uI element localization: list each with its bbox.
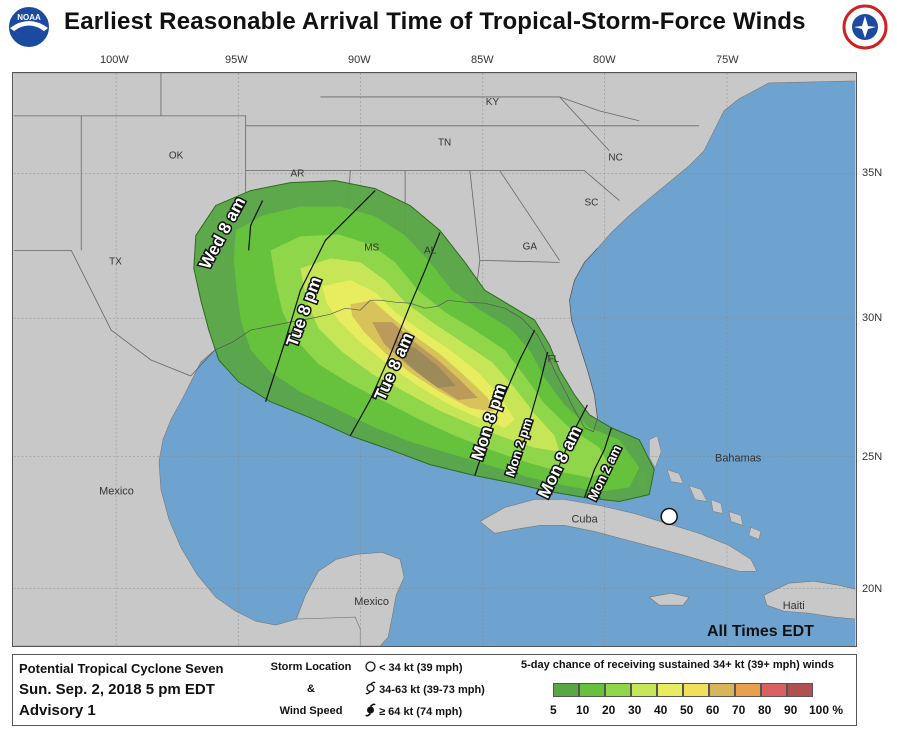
probability-tick: 90: [784, 703, 798, 717]
coastline: [190, 248, 598, 433]
probability-swatch: [657, 683, 683, 697]
land-jamaica: [648, 592, 690, 606]
lat-label: 25N: [862, 451, 883, 463]
isochrone-lines: [248, 190, 612, 498]
storm-name: Potential Tropical Cyclone Seven: [19, 661, 224, 676]
svg-text:NOAA: NOAA: [17, 13, 41, 22]
advisory-number: Advisory 1: [19, 702, 96, 719]
place-label: AR: [291, 169, 305, 180]
lat-label: 30N: [862, 312, 883, 324]
probability-swatch: [631, 683, 657, 697]
probability-swatch: [735, 683, 761, 697]
probability-swatch: [787, 683, 813, 697]
tropical-storm-icon: [365, 681, 376, 695]
storm-location-icon: [660, 507, 678, 526]
place-label: AL: [424, 245, 437, 256]
place-label: TX: [109, 256, 122, 267]
land-yucatan: [296, 552, 405, 646]
swath-70pct: [395, 340, 456, 388]
lon-label: 90W: [348, 54, 371, 66]
lon-label: 100W: [100, 54, 129, 66]
probability-caption: 5-day chance of receiving sustained 34+ …: [521, 659, 834, 671]
land-hispaniola: [763, 580, 856, 620]
place-label: Mexico: [354, 596, 389, 608]
probability-tick: 100 %: [809, 703, 844, 717]
probability-tick: 50: [680, 703, 694, 717]
lon-label: 80W: [593, 54, 616, 66]
place-label: Haiti: [783, 600, 805, 612]
footer-legend: Potential Tropical Cyclone Seven Sun. Se…: [12, 654, 857, 726]
probability-tick: 5: [550, 703, 557, 717]
probability-tick: 80: [758, 703, 772, 717]
place-label: Bahamas: [715, 453, 762, 465]
noaa-logo-icon: NOAA: [7, 5, 51, 49]
place-label: GA: [523, 241, 538, 252]
nws-logo-icon: [842, 4, 888, 50]
time-zone-note: All Times EDT: [707, 623, 814, 640]
header: NOAA Earliest Reasonable Arrival Time of…: [0, 0, 897, 52]
advisory-datetime: Sun. Sep. 2, 2018 5 pm EDT: [19, 681, 215, 698]
hurricane-icon: [365, 703, 376, 717]
legend-title: &: [307, 683, 315, 695]
probability-tick: 30: [628, 703, 642, 717]
probability-swatch: [579, 683, 605, 697]
probability-swatch: [605, 683, 631, 697]
probability-tick: 70: [732, 703, 746, 717]
place-label: KY: [486, 97, 500, 108]
probability-legend: 5-day chance of receiving sustained 34+ …: [521, 659, 851, 717]
legend-title: Wind Speed: [279, 705, 343, 717]
probability-tick: 60: [706, 703, 720, 717]
place-label: TN: [438, 138, 451, 149]
lat-label: 35N: [862, 167, 883, 179]
probability-swatch: [683, 683, 709, 697]
place-label: OK: [169, 151, 184, 162]
lat-label: 20N: [862, 583, 883, 595]
probability-swatch: [553, 683, 579, 697]
legend-row: 34-63 kt (39-73 mph): [379, 684, 485, 696]
place-label: NC: [608, 153, 622, 164]
place-label: SC: [584, 198, 598, 209]
probability-swath: [193, 180, 655, 503]
probability-swatch: [761, 683, 787, 697]
probability-tick: 10: [576, 703, 590, 717]
land-bahamas: [637, 435, 762, 540]
lon-label: 95W: [225, 54, 248, 66]
map: Wed 8 am Tue 8 pm Tue 8 am Mon 8 pm Mon …: [12, 72, 857, 647]
page-title: Earliest Reasonable Arrival Time of Trop…: [64, 8, 806, 35]
place-label: MS: [364, 242, 379, 253]
weak-storm-icon: [365, 661, 376, 672]
legend-row: < 34 kt (39 mph): [379, 662, 463, 674]
place-label: FL: [548, 354, 560, 365]
legend-row: ≥ 64 kt (74 mph): [379, 706, 463, 718]
place-label: Cuba: [572, 513, 599, 525]
lon-label: 75W: [716, 54, 739, 66]
probability-tick: 20: [602, 703, 616, 717]
probability-tick: 40: [654, 703, 668, 717]
lon-label: 85W: [471, 54, 494, 66]
advisory-info: Potential Tropical Cyclone Seven Sun. Se…: [19, 658, 223, 721]
land-cuba: [479, 499, 758, 572]
place-label: Mexico: [99, 486, 134, 498]
graticule: [13, 73, 856, 646]
probability-swatch: [709, 683, 735, 697]
legend-title: Storm Location: [270, 661, 352, 673]
